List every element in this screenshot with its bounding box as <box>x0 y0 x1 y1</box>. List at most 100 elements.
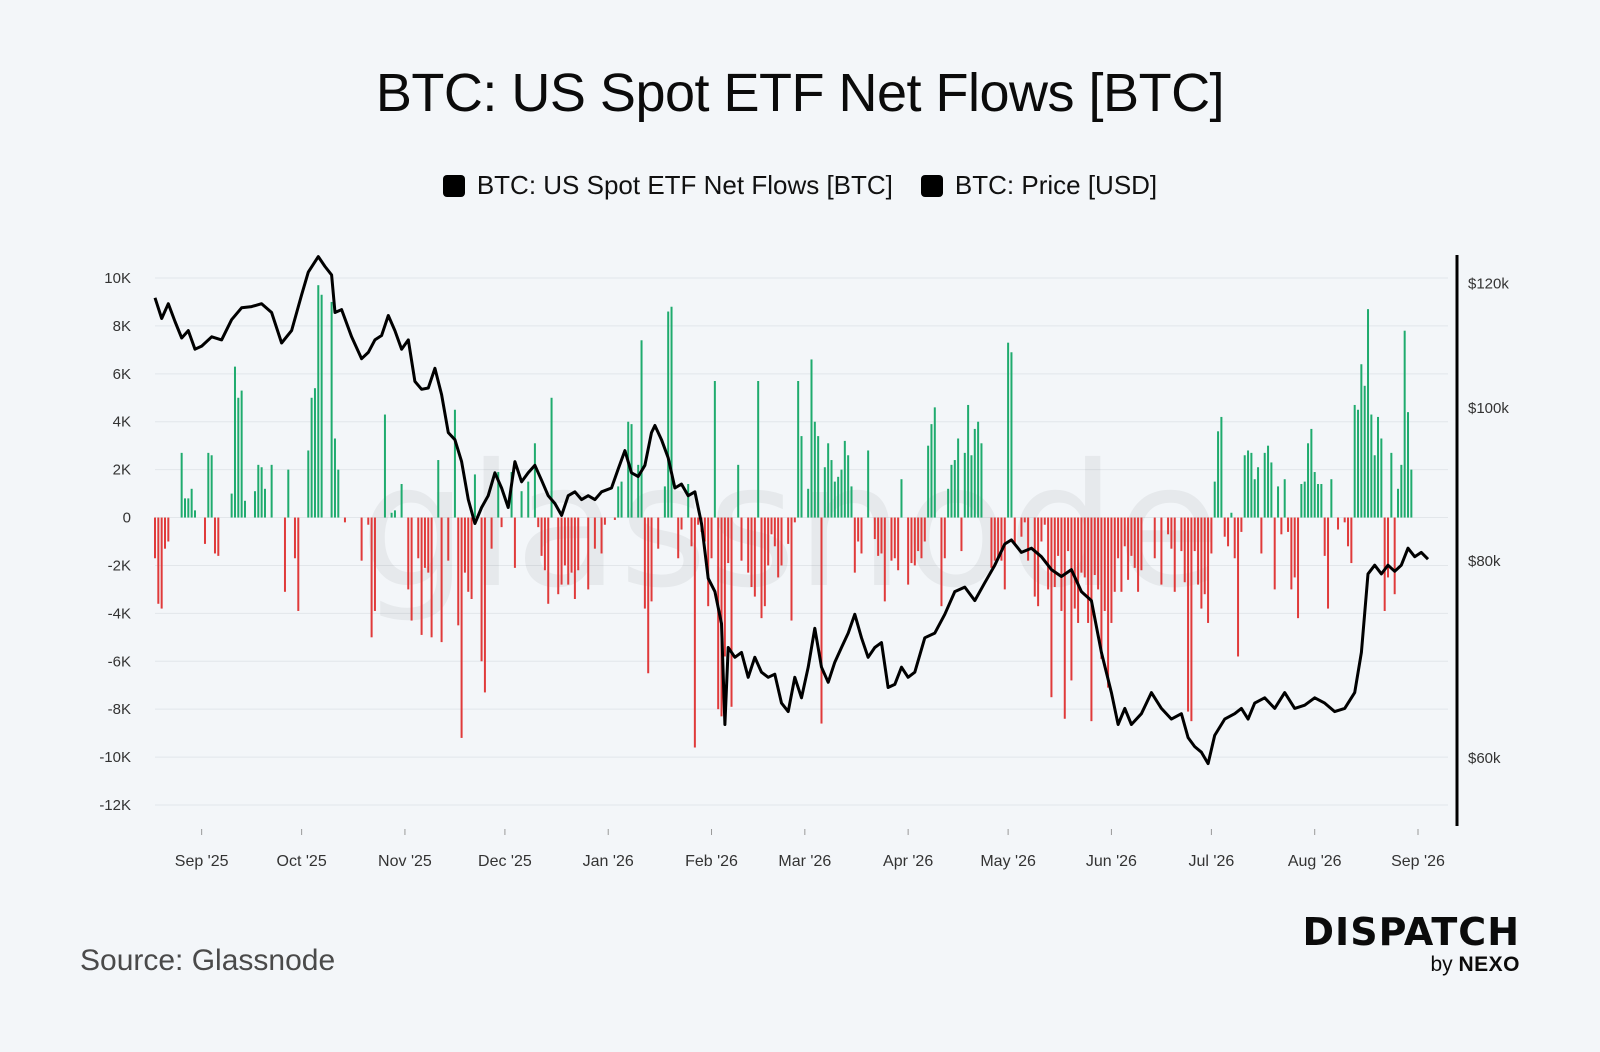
flow-bar <box>417 517 420 559</box>
flow-bar <box>930 424 933 518</box>
flow-bar <box>1390 452 1393 518</box>
flow-bar <box>1093 517 1096 576</box>
flow-bar <box>1323 517 1326 556</box>
flow-bar <box>407 517 410 590</box>
flow-bar <box>427 517 430 573</box>
flow-bar <box>1247 450 1250 518</box>
flow-bar <box>1373 455 1376 518</box>
legend-item-flows[interactable]: BTC: US Spot ETF Net Flows [BTC] <box>442 170 893 201</box>
flow-bar <box>923 517 926 542</box>
flow-bar <box>360 517 363 561</box>
flow-bar <box>850 486 853 518</box>
brand-name: DISPATCH <box>1302 910 1520 954</box>
flow-bar <box>1307 443 1310 518</box>
legend-swatch-price <box>920 174 943 197</box>
flow-bar <box>1377 416 1380 518</box>
x-tick-label: Feb '26 <box>685 853 738 870</box>
flow-bar <box>317 285 320 518</box>
flow-bar <box>670 306 673 518</box>
flow-bar <box>243 500 246 518</box>
flow-bar <box>337 469 340 518</box>
flow-bar <box>480 517 483 662</box>
x-tick-label: Aug '26 <box>1288 853 1342 870</box>
flow-bar <box>230 493 233 518</box>
flow-bar <box>657 517 660 549</box>
flow-bar <box>667 311 670 518</box>
flow-bar <box>1343 517 1346 523</box>
flow-bar <box>680 517 683 530</box>
flow-bar <box>997 517 1000 559</box>
x-tick-label: Jun '26 <box>1086 853 1137 870</box>
flow-bar <box>1107 517 1110 688</box>
flow-bar <box>617 486 620 518</box>
flow-bar <box>1217 431 1220 518</box>
flow-bar <box>1117 517 1120 559</box>
flow-bar <box>1397 488 1400 518</box>
flow-bar <box>423 517 426 568</box>
flow-bar <box>833 481 836 518</box>
flow-bar <box>1057 517 1060 556</box>
flow-bar <box>897 517 900 571</box>
watermark: glassnode <box>360 428 1221 626</box>
flow-bar <box>483 517 486 693</box>
y-right-tick-labels: $120k $100k $80k $60k <box>1468 275 1509 766</box>
flow-bar <box>800 436 803 518</box>
flow-bar <box>793 517 796 523</box>
flow-bar <box>773 517 776 547</box>
y-left-tick-label: -8K <box>108 701 131 718</box>
flow-bar <box>1367 309 1370 518</box>
flow-bar <box>727 517 730 564</box>
flow-bar <box>187 498 190 518</box>
flow-bar <box>270 464 273 518</box>
flow-bar <box>760 517 763 619</box>
x-tick-label: Oct '25 <box>277 853 327 870</box>
flow-bar <box>753 517 756 597</box>
flow-bar <box>537 517 540 528</box>
flow-bar <box>787 517 790 544</box>
flow-bar <box>447 517 450 561</box>
flow-bar <box>1287 517 1290 532</box>
flow-bars <box>154 285 1413 748</box>
flow-bar <box>843 440 846 518</box>
x-tick-label: Apr '26 <box>883 853 933 870</box>
flow-bar <box>1113 517 1116 592</box>
flow-bar <box>453 409 456 518</box>
flow-bar <box>1393 517 1396 595</box>
flow-bar <box>763 517 766 607</box>
flow-bar <box>853 517 856 573</box>
flow-bar <box>373 517 376 611</box>
legend-item-price[interactable]: BTC: Price [USD] <box>920 170 1157 201</box>
flow-bar <box>1103 517 1106 611</box>
y-left-tick-label: -12K <box>99 797 131 814</box>
x-tick-label: Jul '26 <box>1189 853 1235 870</box>
flow-bar <box>927 445 930 518</box>
flow-bar <box>1363 385 1366 518</box>
flow-bar <box>1263 452 1266 518</box>
flow-bar <box>263 488 266 518</box>
flow-bar <box>1353 404 1356 518</box>
flow-bar <box>643 517 646 609</box>
flow-bar <box>913 517 916 566</box>
flow-bar <box>1127 517 1130 580</box>
flow-bar <box>1270 462 1273 518</box>
flow-bar <box>1243 455 1246 518</box>
flow-bar <box>970 455 973 518</box>
brand-subtitle: by NEXO <box>1255 952 1520 978</box>
flow-bar <box>947 488 950 518</box>
flow-bar <box>1227 517 1230 547</box>
flow-bar <box>1297 517 1300 619</box>
flow-bar <box>663 486 666 518</box>
flow-bar <box>877 517 880 556</box>
flow-bar <box>1003 517 1006 590</box>
flow-bar <box>390 512 393 518</box>
flow-bar <box>1303 481 1306 518</box>
flow-bar <box>1407 412 1410 518</box>
flow-bar <box>797 381 800 518</box>
flow-bar <box>847 455 850 518</box>
flow-bar <box>950 464 953 518</box>
flow-bar <box>157 517 160 604</box>
flow-bar <box>957 438 960 518</box>
x-tick-label: Nov '25 <box>378 853 432 870</box>
flow-bar <box>460 517 463 738</box>
flow-bar <box>1070 517 1073 681</box>
